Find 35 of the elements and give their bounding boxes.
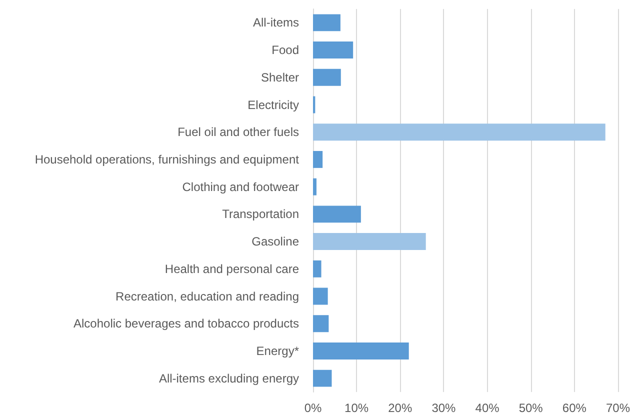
- x-tick-label: 20%: [388, 401, 412, 415]
- bar: [313, 370, 332, 387]
- y-tick-label: Alcoholic beverages and tobacco products: [74, 316, 299, 331]
- bar: [313, 206, 361, 223]
- y-tick-label: Clothing and footwear: [182, 180, 299, 194]
- x-tick-label: 60%: [562, 401, 587, 415]
- x-tick-label: 10%: [344, 401, 369, 415]
- y-tick-label: Food: [272, 43, 299, 58]
- y-tick-label: Gasoline: [252, 234, 300, 249]
- y-tick-label: Recreation, education and reading: [116, 289, 299, 304]
- bar: [313, 14, 340, 32]
- y-tick-label: Health and personal care: [164, 262, 300, 276]
- y-tick-label: Household operations, furnishings and equipment: [34, 152, 300, 166]
- bar: [313, 233, 426, 250]
- y-tick-label: Transportation: [222, 207, 299, 222]
- x-tick-label: 30%: [432, 401, 456, 415]
- bar: [313, 315, 329, 332]
- x-tick-label: 70%: [606, 401, 630, 415]
- x-tick-label: 0%: [304, 401, 322, 415]
- y-tick-label: Fuel oil and other fuels: [178, 125, 299, 140]
- bar: [313, 342, 409, 360]
- y-tick-label: All-items: [252, 16, 299, 30]
- bar: [313, 260, 322, 278]
- bar: [313, 150, 323, 168]
- bar: [313, 178, 316, 196]
- x-tick-label: 50%: [518, 401, 544, 415]
- y-tick-label: Energy*: [256, 344, 300, 358]
- bar: [313, 124, 606, 141]
- x-tick-label: 40%: [475, 401, 500, 415]
- y-tick-label: Shelter: [260, 70, 299, 84]
- bar: [313, 68, 341, 86]
- y-tick-label: All-items excluding energy: [158, 371, 299, 386]
- y-tick-label: Electricity: [248, 98, 299, 112]
- bar: [313, 288, 328, 305]
- bar: [313, 42, 354, 59]
